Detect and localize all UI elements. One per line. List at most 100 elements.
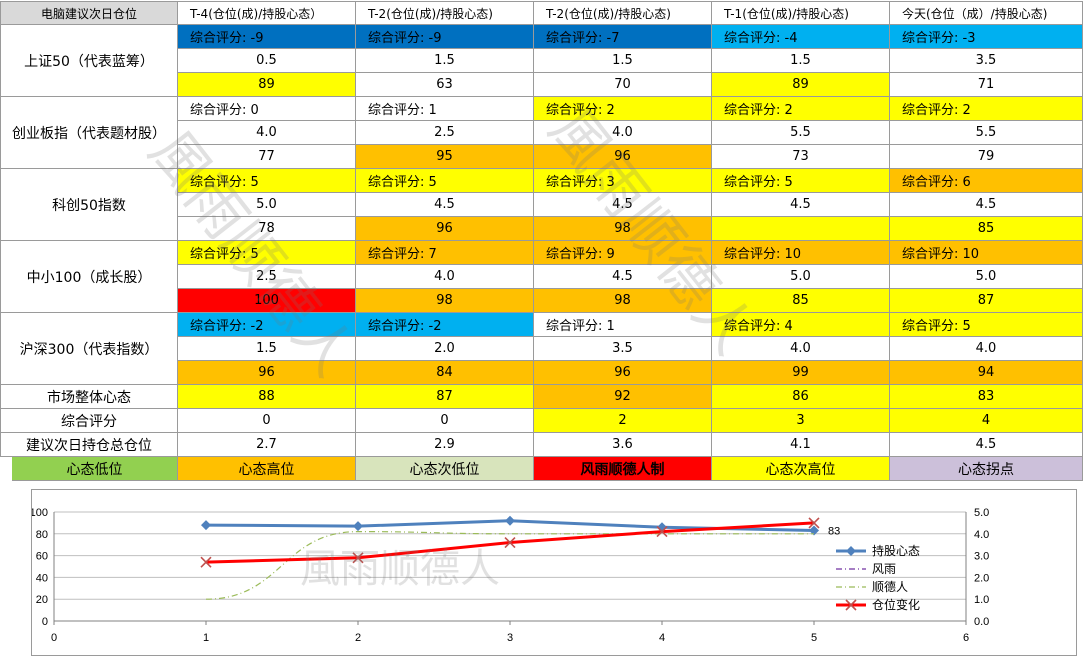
summary-cell[interactable]: 87 <box>356 385 534 409</box>
score-cell[interactable]: 综合评分: 0 <box>178 97 356 121</box>
index-name[interactable]: 科创50指数 <box>0 169 178 241</box>
score-cell[interactable]: 综合评分: 10 <box>890 241 1083 265</box>
summary-cell[interactable]: 92 <box>534 385 712 409</box>
position-cell[interactable]: 5.5 <box>712 121 890 145</box>
position-cell[interactable]: 3.5 <box>890 49 1083 73</box>
mindset-cell[interactable]: 84 <box>356 361 534 385</box>
score-cell[interactable]: 综合评分: 9 <box>534 241 712 265</box>
mindset-cell[interactable]: 78 <box>178 217 356 241</box>
position-cell[interactable]: 4.5 <box>534 193 712 217</box>
column-header[interactable]: T-1(仓位(成)/持股心态) <box>712 1 890 25</box>
summary-cell[interactable]: 4 <box>890 409 1083 433</box>
position-cell[interactable]: 5.5 <box>890 121 1083 145</box>
position-cell[interactable]: 1.5 <box>356 49 534 73</box>
column-header[interactable]: T-2(仓位(成)/持股心态) <box>356 1 534 25</box>
mindset-cell[interactable]: 73 <box>712 145 890 169</box>
summary-cell[interactable]: 2 <box>534 409 712 433</box>
mindset-cell[interactable]: 89 <box>712 73 890 97</box>
score-cell[interactable]: 综合评分: 5 <box>356 169 534 193</box>
mindset-cell[interactable]: 96 <box>534 145 712 169</box>
score-cell[interactable]: 综合评分: 1 <box>356 97 534 121</box>
mindset-cell[interactable]: 95 <box>356 145 534 169</box>
legend-swatch[interactable]: 心态拐点 <box>890 457 1083 481</box>
position-cell[interactable]: 4.5 <box>356 193 534 217</box>
position-cell[interactable]: 5.0 <box>712 265 890 289</box>
summary-cell[interactable]: 86 <box>712 385 890 409</box>
score-cell[interactable]: 综合评分: 7 <box>356 241 534 265</box>
position-cell[interactable]: 4.5 <box>890 193 1083 217</box>
position-cell[interactable]: 2.0 <box>356 337 534 361</box>
score-cell[interactable]: 综合评分: 10 <box>712 241 890 265</box>
mindset-cell[interactable]: 63 <box>356 73 534 97</box>
position-cell[interactable]: 4.0 <box>712 337 890 361</box>
position-cell[interactable]: 1.5 <box>534 49 712 73</box>
position-cell[interactable]: 5.0 <box>178 193 356 217</box>
score-cell[interactable]: 综合评分: -2 <box>356 313 534 337</box>
summary-cell[interactable]: 0 <box>178 409 356 433</box>
summary-cell[interactable]: 2.9 <box>356 433 534 457</box>
mindset-cell[interactable]: 100 <box>178 289 356 313</box>
position-cell[interactable]: 4.0 <box>356 265 534 289</box>
mindset-cell[interactable] <box>712 217 890 241</box>
score-cell[interactable]: 综合评分: -7 <box>534 25 712 49</box>
mindset-cell[interactable]: 79 <box>890 145 1083 169</box>
mindset-cell[interactable]: 98 <box>534 217 712 241</box>
score-cell[interactable]: 综合评分: 5 <box>890 313 1083 337</box>
position-cell[interactable]: 1.5 <box>712 49 890 73</box>
score-cell[interactable]: 综合评分: 2 <box>712 97 890 121</box>
score-cell[interactable]: 综合评分: 1 <box>534 313 712 337</box>
column-header[interactable]: 今天(仓位（成）/持股心态) <box>890 1 1083 25</box>
position-cell[interactable]: 2.5 <box>356 121 534 145</box>
mindset-cell[interactable]: 85 <box>712 289 890 313</box>
position-cell[interactable]: 1.5 <box>178 337 356 361</box>
score-cell[interactable]: 综合评分: 5 <box>712 169 890 193</box>
summary-cell[interactable]: 3 <box>712 409 890 433</box>
line-chart[interactable]: 0 20 40 60 80 100 0.0 1.0 2.0 3.0 4.0 5.0 0 1 2 3 4 5 6 83 持… <box>31 489 1077 656</box>
mindset-cell[interactable]: 70 <box>534 73 712 97</box>
mindset-cell[interactable]: 98 <box>356 289 534 313</box>
score-cell[interactable]: 综合评分: -2 <box>178 313 356 337</box>
score-cell[interactable]: 综合评分: 5 <box>178 169 356 193</box>
summary-label[interactable]: 综合评分 <box>0 409 178 433</box>
mindset-cell[interactable]: 96 <box>356 217 534 241</box>
summary-cell[interactable]: 0 <box>356 409 534 433</box>
score-cell[interactable]: 综合评分: -9 <box>356 25 534 49</box>
summary-cell[interactable]: 2.7 <box>178 433 356 457</box>
summary-cell[interactable]: 4.1 <box>712 433 890 457</box>
index-name[interactable]: 沪深300（代表指数） <box>0 313 178 385</box>
score-cell[interactable]: 综合评分: -9 <box>178 25 356 49</box>
mindset-cell[interactable]: 94 <box>890 361 1083 385</box>
mindset-cell[interactable]: 99 <box>712 361 890 385</box>
position-cell[interactable]: 2.5 <box>178 265 356 289</box>
position-cell[interactable]: 5.0 <box>890 265 1083 289</box>
summary-cell[interactable]: 83 <box>890 385 1083 409</box>
position-cell[interactable]: 4.0 <box>178 121 356 145</box>
column-header[interactable]: T-4(仓位(成)/持股心态） <box>178 1 356 25</box>
score-cell[interactable]: 综合评分: -3 <box>890 25 1083 49</box>
mindset-cell[interactable]: 89 <box>178 73 356 97</box>
legend-swatch[interactable]: 心态次高位 <box>712 457 890 481</box>
score-cell[interactable]: 综合评分: -4 <box>712 25 890 49</box>
mindset-cell[interactable]: 71 <box>890 73 1083 97</box>
position-cell[interactable]: 4.5 <box>712 193 890 217</box>
header-label[interactable]: 电脑建议次日仓位 <box>0 1 178 25</box>
mindset-cell[interactable]: 77 <box>178 145 356 169</box>
score-cell[interactable]: 综合评分: 5 <box>178 241 356 265</box>
legend-swatch[interactable]: 心态低位 <box>12 457 178 481</box>
mindset-cell[interactable]: 96 <box>534 361 712 385</box>
summary-cell[interactable]: 4.5 <box>890 433 1083 457</box>
summary-label[interactable]: 市场整体心态 <box>0 385 178 409</box>
index-name[interactable]: 中小100（成长股） <box>0 241 178 313</box>
legend-swatch[interactable]: 风雨顺德人制 <box>534 457 712 481</box>
legend-swatch[interactable]: 心态高位 <box>178 457 356 481</box>
column-header[interactable]: T-2(仓位(成)/持股心态) <box>534 1 712 25</box>
mindset-cell[interactable]: 87 <box>890 289 1083 313</box>
index-name[interactable]: 上证50（代表蓝筹） <box>0 25 178 97</box>
summary-label[interactable]: 建议次日持仓总仓位 <box>0 433 178 457</box>
score-cell[interactable]: 综合评分: 3 <box>534 169 712 193</box>
index-name[interactable]: 创业板指（代表题材股） <box>0 97 178 169</box>
legend-swatch[interactable]: 心态次低位 <box>356 457 534 481</box>
position-cell[interactable]: 3.5 <box>534 337 712 361</box>
position-cell[interactable]: 4.0 <box>534 121 712 145</box>
mindset-cell[interactable]: 85 <box>890 217 1083 241</box>
